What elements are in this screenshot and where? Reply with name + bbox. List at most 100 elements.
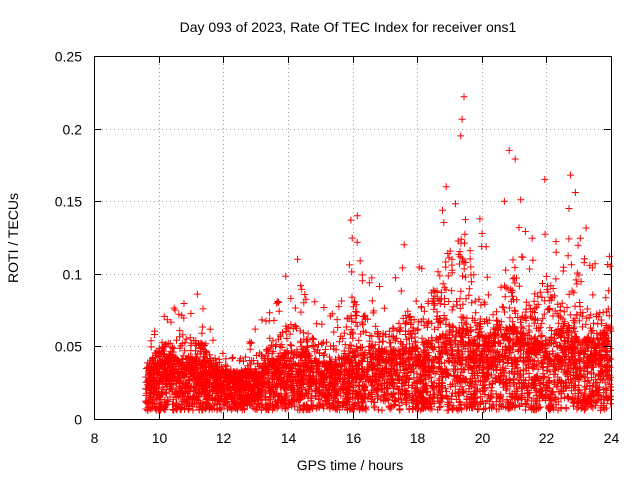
- data-point: [182, 335, 190, 343]
- data-point: [539, 315, 547, 323]
- data-point: [297, 308, 305, 316]
- data-point: [184, 365, 192, 373]
- data-point: [576, 303, 584, 311]
- data-point: [266, 334, 274, 342]
- data-point: [453, 297, 460, 305]
- data-point: [436, 272, 444, 280]
- data-point: [538, 319, 546, 327]
- data-point: [577, 278, 585, 286]
- data-point: [518, 253, 526, 261]
- data-point: [581, 405, 589, 413]
- data-point: [593, 330, 601, 338]
- data-point: [502, 266, 510, 274]
- data-point: [168, 343, 176, 351]
- data-point: [531, 333, 539, 341]
- data-point: [560, 321, 568, 329]
- data-point: [497, 393, 505, 401]
- data-point: [518, 323, 526, 331]
- data-point: [368, 297, 376, 305]
- data-point: [374, 391, 382, 399]
- data-point: [423, 323, 431, 331]
- data-point: [444, 272, 452, 280]
- data-point: [519, 366, 527, 374]
- data-point: [297, 282, 305, 290]
- data-point: [492, 398, 500, 406]
- data-point: [459, 272, 466, 280]
- data-point: [573, 280, 581, 288]
- data-point: [448, 266, 456, 274]
- data-point: [262, 317, 270, 325]
- data-point: [205, 392, 212, 400]
- data-point: [538, 331, 546, 339]
- data-point: [286, 341, 294, 349]
- data-point: [198, 329, 206, 337]
- data-point: [540, 310, 548, 318]
- data-point: [262, 346, 270, 354]
- data-point: [187, 310, 195, 317]
- data-point: [442, 392, 450, 400]
- data-point: [170, 344, 178, 352]
- data-point: [453, 301, 461, 309]
- data-point: [472, 309, 480, 317]
- data-point: [337, 332, 345, 340]
- data-point: [372, 322, 380, 330]
- data-point: [459, 300, 467, 308]
- data-point: [241, 353, 249, 361]
- chart-title: Day 093 of 2023, Rate Of TEC Index for r…: [180, 19, 517, 35]
- data-point: [525, 370, 533, 377]
- data-point: [318, 320, 326, 328]
- data-point: [458, 115, 466, 123]
- data-point: [251, 325, 259, 333]
- data-point: [443, 340, 451, 348]
- data-point: [503, 396, 511, 404]
- data-point: [229, 353, 237, 361]
- data-point: [445, 298, 453, 305]
- data-point: [560, 353, 568, 361]
- data-point: [539, 280, 546, 287]
- data-point: [578, 312, 586, 320]
- data-point: [492, 390, 500, 398]
- data-point: [348, 268, 356, 276]
- data-point: [606, 323, 614, 331]
- data-point: [531, 290, 539, 298]
- data-point: [353, 238, 361, 246]
- data-point: [561, 338, 568, 345]
- data-point: [600, 373, 607, 381]
- data-point: [536, 324, 544, 332]
- data-point: [536, 288, 544, 296]
- data-point: [320, 304, 328, 311]
- data-point: [590, 319, 597, 327]
- data-point: [406, 312, 414, 320]
- data-point: [151, 331, 158, 338]
- data-point: [341, 379, 349, 387]
- data-point: [446, 328, 453, 336]
- data-point: [573, 311, 581, 319]
- data-point: [501, 308, 508, 316]
- data-point: [308, 334, 316, 342]
- data-point: [348, 234, 356, 242]
- data-point: [282, 272, 290, 280]
- data-point: [343, 406, 351, 413]
- data-point: [546, 324, 554, 332]
- data-point: [345, 261, 353, 269]
- data-point: [180, 300, 188, 307]
- data-point: [160, 405, 167, 413]
- data-point: [451, 200, 459, 208]
- data-point: [558, 299, 566, 307]
- data-point: [202, 340, 210, 348]
- data-point: [574, 241, 582, 249]
- data-point: [565, 235, 573, 243]
- data-point: [399, 264, 407, 272]
- data-point: [380, 304, 388, 312]
- data-point: [460, 265, 468, 273]
- data-point: [402, 388, 410, 396]
- data-point: [490, 324, 498, 332]
- data-point: [488, 387, 496, 395]
- data-point: [467, 278, 475, 286]
- data-point: [552, 275, 560, 283]
- data-point: [551, 292, 559, 300]
- data-point: [538, 360, 546, 368]
- data-point: [287, 294, 295, 302]
- data-point: [576, 234, 584, 242]
